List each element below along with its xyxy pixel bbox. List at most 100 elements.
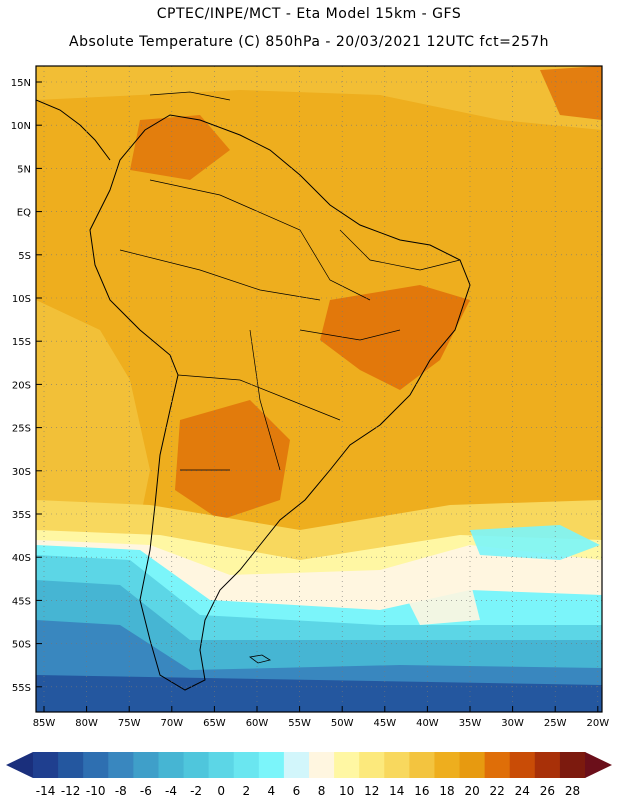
field-20-22-brazil — [320, 285, 470, 390]
lon-label: 60W — [246, 718, 269, 729]
chart-title-line1: CPTEC/INPE/MCT - Eta Model 15km - GFS — [156, 6, 462, 22]
state-border — [339, 229, 461, 271]
field-minus12-minus10-south — [36, 675, 602, 712]
colorbar-cell — [108, 752, 134, 778]
state-border — [299, 329, 401, 341]
colorbar-label: 18 — [439, 784, 454, 798]
lon-label: 40W — [416, 718, 439, 729]
colorbar-label: 16 — [414, 784, 429, 798]
colorbar-label: -10 — [86, 784, 106, 798]
colorbar-label: 22 — [490, 784, 505, 798]
colorbar-cell — [258, 752, 285, 778]
colorbar-cell — [83, 752, 109, 778]
lon-label: 50W — [331, 718, 354, 729]
lat-label: 55S — [12, 683, 31, 694]
colorbar-label: 14 — [389, 784, 404, 798]
lat-label: EQ — [17, 208, 31, 219]
map-fields — [36, 66, 602, 712]
colorbar-label: 28 — [565, 784, 580, 798]
lon-label: 70W — [160, 718, 183, 729]
field-20-22-argentina — [175, 400, 290, 520]
lon-label: 80W — [75, 718, 98, 729]
colorbar-cell — [334, 752, 360, 778]
colorbar-labels: -14 -12 -10 -8 -6 -4 -2 0 2 4 6 8 10 12 14 16 18 20 22 24 26… — [36, 784, 580, 798]
colorbar-cell — [559, 752, 586, 778]
colorbar-cell — [133, 752, 159, 778]
colorbar-label: 20 — [464, 784, 479, 798]
colorbar-label: -8 — [115, 784, 127, 798]
lat-label: 10N — [11, 121, 31, 132]
lat-label: 15N — [11, 78, 31, 89]
colorbar-label: 10 — [339, 784, 354, 798]
colorbar-left-arrow — [6, 752, 33, 778]
colorbar-label: 26 — [540, 784, 555, 798]
lon-label: 75W — [118, 718, 141, 729]
colorbar-cell — [158, 752, 185, 778]
country-border — [249, 329, 281, 471]
field-6-8-atlantic — [400, 580, 480, 625]
field-16-18-north — [36, 66, 602, 130]
colorbar-label: -6 — [140, 784, 152, 798]
map-frame — [35, 65, 603, 713]
colorbar-cell — [384, 752, 410, 778]
lon-label: 65W — [203, 718, 226, 729]
field-2-4-atlantic — [470, 525, 600, 560]
lon-label: 35W — [459, 718, 482, 729]
country-border — [177, 374, 341, 421]
lon-label: 45W — [373, 718, 396, 729]
colorbar-cell — [534, 752, 561, 778]
lat-label: 25S — [12, 424, 31, 435]
colorbar-cell — [434, 752, 461, 778]
field-20-22-venezuela — [130, 115, 230, 180]
colorbar-cell — [183, 752, 210, 778]
field-16-18-pacific — [36, 300, 150, 520]
latitude-labels: 15N 10N 5N EQ 5S 10S 15S 20S 25S 30S 35S 40S 45S 50S 5… — [11, 78, 42, 694]
colorbar-label: 0 — [217, 784, 225, 798]
lat-label: 10S — [12, 294, 31, 305]
chart-title-line2: Absolute Temperature (C) 850hPa - 20/03/… — [69, 34, 549, 50]
colorbar-cell — [359, 752, 385, 778]
lat-label: 30S — [12, 467, 31, 478]
caribbean-islands — [149, 91, 231, 101]
colorbar-cell — [459, 752, 486, 778]
lon-label: 30W — [501, 718, 524, 729]
central-america-coastline — [36, 99, 111, 161]
lat-label: 20S — [12, 380, 31, 391]
colorbar-label: 4 — [268, 784, 276, 798]
colorbar-cell — [208, 752, 235, 778]
field-20-22-atlantic — [540, 66, 602, 120]
colorbar-cell — [58, 752, 84, 778]
lat-label: 35S — [12, 510, 31, 521]
colorbar-label: 12 — [364, 784, 379, 798]
lat-label: 45S — [12, 596, 31, 607]
colorbar-cell — [309, 752, 335, 778]
falkland-islands — [249, 654, 272, 664]
colorbar-label: -12 — [61, 784, 81, 798]
lat-label: 5S — [18, 251, 31, 262]
colorbar-label: -14 — [36, 784, 56, 798]
country-border — [149, 179, 371, 301]
colorbar-label: -4 — [165, 784, 177, 798]
colorbar-cell — [233, 752, 260, 778]
country-border — [119, 249, 321, 301]
colorbar-cell — [509, 752, 536, 778]
colorbar-label: -2 — [190, 784, 202, 798]
lat-label: 5N — [17, 164, 31, 175]
lon-label: 20W — [586, 718, 609, 729]
colorbar-cell — [484, 752, 511, 778]
colorbar-right-arrow — [585, 752, 612, 778]
colorbar-label: 24 — [515, 784, 530, 798]
colorbar-label: 8 — [318, 784, 326, 798]
colorbar-cell — [283, 752, 310, 778]
lat-label: 15S — [12, 337, 31, 348]
lon-label: 55W — [288, 718, 311, 729]
colorbar-label: 6 — [293, 784, 301, 798]
lat-label: 40S — [12, 553, 31, 564]
colorbar-label: 2 — [242, 784, 250, 798]
colorbar-cell — [409, 752, 435, 778]
longitude-labels: 85W 80W 75W 70W 65W 60W 55W 50W 45W 40W 35W 30W 25W 2… — [33, 706, 609, 729]
lon-label: 25W — [544, 718, 567, 729]
lat-label: 50S — [12, 640, 31, 651]
